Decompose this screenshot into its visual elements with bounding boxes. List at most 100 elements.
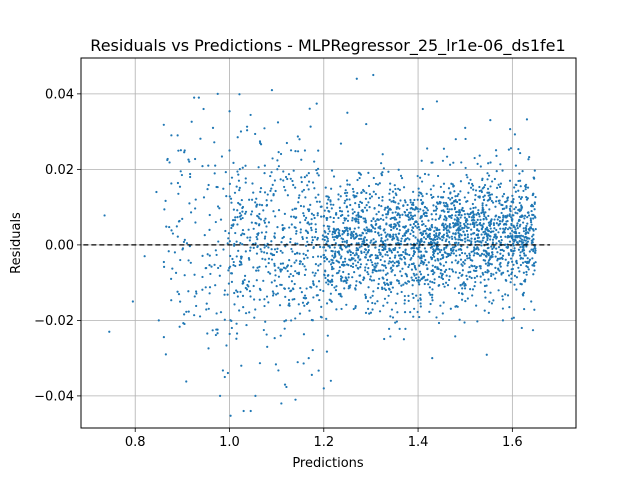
- data-point: [512, 252, 515, 255]
- data-point: [473, 265, 476, 268]
- data-point: [450, 268, 454, 271]
- data-point: [531, 235, 534, 238]
- data-point: [534, 228, 537, 231]
- data-point: [495, 242, 498, 245]
- data-point: [384, 245, 387, 248]
- data-point: [255, 252, 259, 255]
- data-point: [269, 189, 272, 192]
- data-point: [429, 302, 432, 306]
- data-point: [288, 259, 291, 262]
- data-point: [360, 191, 363, 194]
- data-point: [458, 198, 461, 202]
- data-point: [491, 253, 494, 256]
- data-point: [428, 286, 431, 289]
- data-point: [491, 255, 494, 258]
- data-point: [434, 265, 437, 268]
- data-point: [298, 138, 301, 141]
- data-point: [467, 182, 471, 185]
- data-point: [248, 258, 251, 261]
- data-point: [310, 212, 314, 215]
- data-point: [327, 280, 330, 283]
- data-point: [357, 242, 360, 245]
- data-point: [230, 201, 233, 204]
- data-point: [419, 293, 422, 296]
- data-point: [510, 235, 513, 238]
- data-point: [475, 213, 478, 216]
- data-point: [355, 252, 358, 255]
- data-point: [367, 286, 370, 289]
- data-point: [303, 304, 306, 307]
- data-point: [487, 162, 490, 165]
- data-point: [263, 172, 266, 175]
- data-point: [300, 180, 303, 184]
- data-point: [512, 198, 515, 201]
- data-point: [505, 200, 508, 203]
- data-point: [414, 225, 417, 228]
- data-point: [281, 251, 284, 254]
- data-point: [496, 259, 499, 262]
- data-point: [330, 187, 333, 190]
- data-point: [241, 243, 244, 246]
- data-point: [206, 188, 209, 191]
- data-point: [398, 216, 401, 219]
- data-point: [464, 126, 467, 129]
- data-point: [412, 190, 415, 193]
- data-point: [505, 206, 508, 209]
- data-point: [474, 269, 477, 273]
- x-tick-label: 1.2: [313, 435, 334, 450]
- data-point: [359, 258, 362, 261]
- data-point: [483, 194, 486, 197]
- data-point: [243, 233, 246, 236]
- data-point: [417, 248, 420, 251]
- data-point: [373, 265, 376, 268]
- data-point: [369, 241, 372, 244]
- data-point: [323, 238, 326, 242]
- data-point: [339, 292, 342, 296]
- data-point: [345, 241, 348, 244]
- data-point: [520, 326, 523, 330]
- data-point: [417, 194, 420, 197]
- data-point: [189, 211, 193, 214]
- data-point: [329, 280, 332, 283]
- data-point: [243, 274, 247, 277]
- data-point: [222, 248, 225, 251]
- data-point: [471, 184, 475, 187]
- data-point: [419, 305, 422, 308]
- data-point: [233, 291, 236, 295]
- data-point: [244, 164, 247, 167]
- grid-lines: [81, 58, 576, 428]
- data-point: [272, 193, 275, 196]
- data-point: [321, 234, 324, 237]
- data-point: [511, 260, 514, 263]
- data-point: [389, 208, 392, 211]
- data-point: [444, 261, 448, 264]
- data-point: [227, 237, 230, 240]
- data-point: [530, 209, 533, 213]
- data-point: [439, 237, 442, 240]
- data-point: [277, 165, 280, 168]
- data-point: [281, 223, 284, 227]
- data-point: [461, 264, 464, 267]
- data-point: [250, 213, 253, 216]
- data-point: [361, 240, 364, 243]
- data-point: [187, 310, 190, 313]
- data-point: [398, 246, 401, 249]
- data-point: [286, 194, 289, 197]
- data-point: [526, 237, 529, 240]
- data-point: [381, 255, 384, 258]
- data-point: [319, 263, 322, 266]
- data-point: [179, 170, 182, 173]
- data-point: [419, 262, 422, 265]
- data-point: [386, 250, 389, 254]
- data-point: [531, 329, 535, 332]
- data-point: [387, 170, 390, 173]
- data-point: [468, 215, 471, 218]
- data-point: [500, 256, 503, 259]
- plot-area-frame: [80, 57, 577, 429]
- data-point: [450, 182, 453, 185]
- data-point: [237, 173, 240, 176]
- data-point: [479, 224, 482, 227]
- data-point: [377, 204, 381, 207]
- data-point: [490, 263, 493, 266]
- data-point: [448, 275, 451, 278]
